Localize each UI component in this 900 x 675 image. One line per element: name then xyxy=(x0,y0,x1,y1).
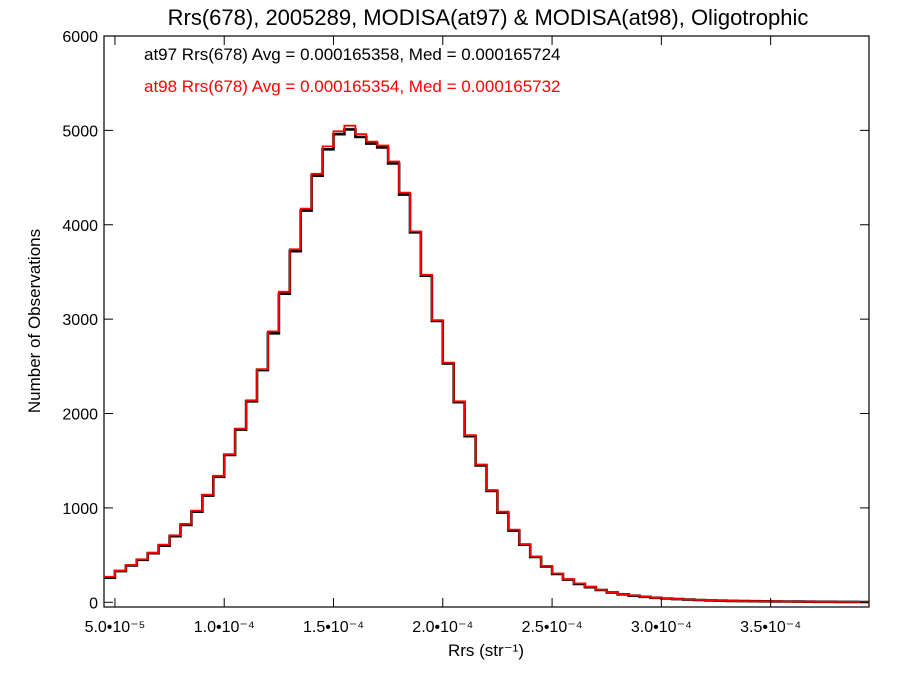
y-axis-title: Number of Observations xyxy=(25,229,44,413)
y-tick-label-1: 1000 xyxy=(62,501,98,518)
x-tick-label-1: 1.0•10⁻⁴ xyxy=(194,619,255,636)
chart-title: Rrs(678), 2005289, MODISA(at97) & MODISA… xyxy=(168,5,809,30)
legend-entry-at97: at97 Rrs(678) Avg = 0.000165358, Med = 0… xyxy=(144,45,561,64)
series-layer xyxy=(104,124,869,604)
y-tick-label-0: 0 xyxy=(89,595,98,612)
x-tick-label-4: 2.5•10⁻⁴ xyxy=(522,619,583,636)
y-tick-label-2: 2000 xyxy=(62,407,98,424)
x-axis-title: Rrs (str⁻¹) xyxy=(448,641,524,660)
series-line-at98 xyxy=(104,124,869,603)
legend-entry-at98: at98 Rrs(678) Avg = 0.000165354, Med = 0… xyxy=(144,77,561,96)
y-tick-label-3: 3000 xyxy=(62,312,98,329)
x-tick-label-6: 3.5•10⁻⁴ xyxy=(740,619,801,636)
x-tick-label-0: 5.0•10⁻⁵ xyxy=(85,619,146,636)
tick-layer: 5.0•10⁻⁵ 1.0•10⁻⁴ 1.5•10⁻⁴ 2.0•10⁻⁴ 2.5•10⁻⁴… xyxy=(62,29,869,636)
y-tick-label-5: 5000 xyxy=(62,123,98,140)
y-tick-label-6: 6000 xyxy=(62,29,98,46)
x-tick-label-5: 3.0•10⁻⁴ xyxy=(631,619,692,636)
y-tick-label-4: 4000 xyxy=(62,218,98,235)
series-line-at97 xyxy=(104,128,869,604)
x-tick-label-2: 1.5•10⁻⁴ xyxy=(303,619,364,636)
plot-frame xyxy=(103,35,870,608)
x-tick-label-3: 2.0•10⁻⁴ xyxy=(412,619,473,636)
